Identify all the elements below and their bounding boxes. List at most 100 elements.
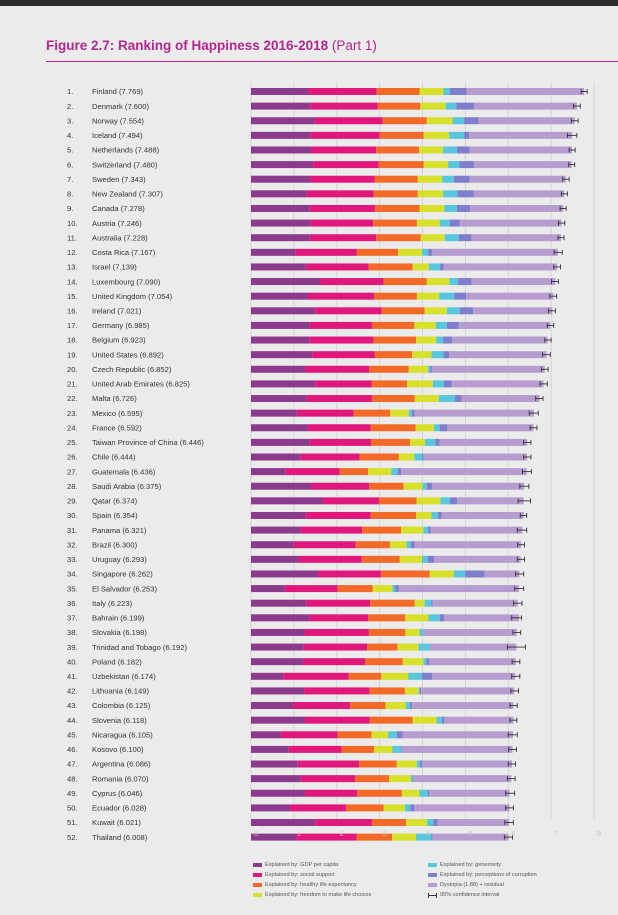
ci-whisker bbox=[503, 834, 513, 840]
bar-segment-social bbox=[306, 190, 374, 198]
bar-segment-generosity bbox=[404, 804, 411, 812]
bar-segment-freedom bbox=[381, 672, 409, 680]
rank-label: 14. bbox=[67, 277, 78, 286]
bar-segment-corruption bbox=[428, 526, 431, 534]
bar-segment-dystopia bbox=[478, 117, 575, 125]
figure-title: Figure 2.7: Ranking of Happiness 2016-20… bbox=[46, 38, 377, 53]
bar-segment-dystopia bbox=[432, 833, 509, 841]
bar-segment-gdp bbox=[251, 234, 310, 242]
bar-segment-dystopia bbox=[471, 234, 561, 242]
rank-label: 47. bbox=[67, 760, 78, 769]
ci-whisker bbox=[510, 688, 519, 694]
bar-segment-social bbox=[299, 555, 362, 563]
bar-segment-health bbox=[383, 278, 427, 286]
bar-segment-social bbox=[310, 131, 380, 139]
country-label: Belgium (6.923) bbox=[92, 336, 146, 345]
ci-whisker bbox=[516, 527, 528, 533]
bar-segment-dystopia bbox=[469, 175, 566, 183]
bar-segment-health bbox=[370, 599, 415, 607]
bar-segment-corruption bbox=[449, 219, 460, 227]
bar-segment-generosity bbox=[405, 702, 411, 710]
bar-segment-health bbox=[370, 511, 417, 519]
legend-label-corruption: Explained by: perceptions of corruption bbox=[440, 872, 537, 878]
bar-segment-generosity bbox=[392, 745, 402, 753]
bar-segment-freedom bbox=[408, 365, 429, 373]
bar-segment-generosity bbox=[414, 453, 423, 461]
bar-segment-corruption bbox=[427, 789, 430, 797]
bar-segment-dystopia bbox=[461, 395, 540, 403]
bar-segment-social bbox=[283, 672, 349, 680]
bar-segment-freedom bbox=[401, 526, 424, 534]
chart-legend: Explained by: GDP per capita Explained b… bbox=[253, 862, 613, 910]
bar-segment-freedom bbox=[399, 555, 423, 563]
bar-segment-social bbox=[310, 175, 375, 183]
bar-segment-dystopia bbox=[441, 511, 524, 519]
figure-title-main: Figure 2.7: Ranking of Happiness 2016-20… bbox=[46, 38, 329, 53]
rank-label: 10. bbox=[67, 219, 78, 228]
bar-segment-generosity bbox=[439, 292, 455, 300]
bar-segment-health bbox=[365, 658, 403, 666]
bar-row-32 bbox=[251, 541, 525, 549]
bar-segment-generosity bbox=[445, 102, 457, 110]
title-rule bbox=[46, 61, 618, 63]
bar-segment-corruption bbox=[456, 146, 470, 154]
rank-label: 33. bbox=[67, 555, 78, 564]
ci-whisker bbox=[542, 352, 551, 358]
bar-segment-corruption bbox=[419, 687, 422, 695]
bar-segment-generosity bbox=[418, 643, 430, 651]
bar-segment-dystopia bbox=[458, 321, 551, 329]
bar-segment-gdp bbox=[251, 585, 285, 593]
bar-segment-social bbox=[306, 511, 371, 519]
country-label: Uruguay (6.293) bbox=[92, 555, 147, 564]
bar-segment-dystopia bbox=[471, 278, 556, 286]
bar-segment-corruption bbox=[396, 731, 403, 739]
country-label: Sweden (7.343) bbox=[92, 175, 146, 184]
bar-segment-freedom bbox=[392, 833, 417, 841]
bar-segment-social bbox=[309, 204, 375, 212]
bar-row-36 bbox=[251, 599, 523, 607]
bar-segment-dystopia bbox=[430, 526, 523, 534]
country-label: Netherlands (7.488) bbox=[92, 146, 160, 155]
rank-label: 25. bbox=[67, 438, 78, 447]
country-label: Brazil (6.300) bbox=[92, 540, 138, 549]
bar-segment-corruption bbox=[410, 804, 415, 812]
bar-segment-freedom bbox=[385, 702, 406, 710]
country-label: Thailand (6.008) bbox=[92, 833, 148, 842]
ci-whisker bbox=[535, 396, 544, 402]
bar-segment-health bbox=[337, 585, 373, 593]
country-label: Czech Republic (6.852) bbox=[92, 365, 172, 374]
ci-whisker bbox=[506, 644, 526, 650]
country-label: Qatar (6.374) bbox=[92, 497, 138, 506]
bar-segment-dystopia bbox=[429, 789, 510, 797]
ci-whisker bbox=[506, 776, 516, 782]
bar-segment-freedom bbox=[420, 234, 445, 242]
ci-whisker bbox=[529, 425, 538, 431]
bar-segment-generosity bbox=[436, 336, 444, 344]
bar-segment-health bbox=[379, 497, 417, 505]
bar-segment-generosity bbox=[436, 716, 442, 724]
bar-segment-generosity bbox=[434, 424, 440, 432]
ci-whisker bbox=[566, 132, 578, 138]
bar-segment-social bbox=[304, 628, 369, 636]
bar-segment-generosity bbox=[432, 380, 444, 388]
ci-whisker bbox=[551, 279, 559, 285]
legend-label-health: Explained by: healthy life expectancy bbox=[265, 882, 357, 888]
bar-segment-corruption bbox=[449, 497, 458, 505]
bar-segment-freedom bbox=[406, 819, 428, 826]
bar-segment-social bbox=[300, 453, 360, 461]
bar-segment-gdp bbox=[251, 146, 312, 154]
country-label: Uzbekistan (6.174) bbox=[92, 672, 156, 681]
rank-label: 15. bbox=[67, 292, 78, 301]
bar-segment-dystopia bbox=[439, 438, 528, 446]
bar-row-27 bbox=[251, 468, 532, 476]
bar-segment-gdp bbox=[251, 541, 294, 549]
bar-segment-corruption bbox=[458, 278, 472, 286]
bar-segment-generosity bbox=[435, 321, 447, 329]
ci-whisker bbox=[570, 118, 579, 124]
bar-segment-freedom bbox=[372, 585, 393, 593]
bar-segment-social bbox=[300, 526, 363, 534]
rank-label: 1. bbox=[67, 87, 73, 96]
bar-row-9 bbox=[251, 204, 567, 212]
bar-segment-health bbox=[381, 307, 425, 315]
bar-segment-dystopia bbox=[412, 702, 514, 710]
